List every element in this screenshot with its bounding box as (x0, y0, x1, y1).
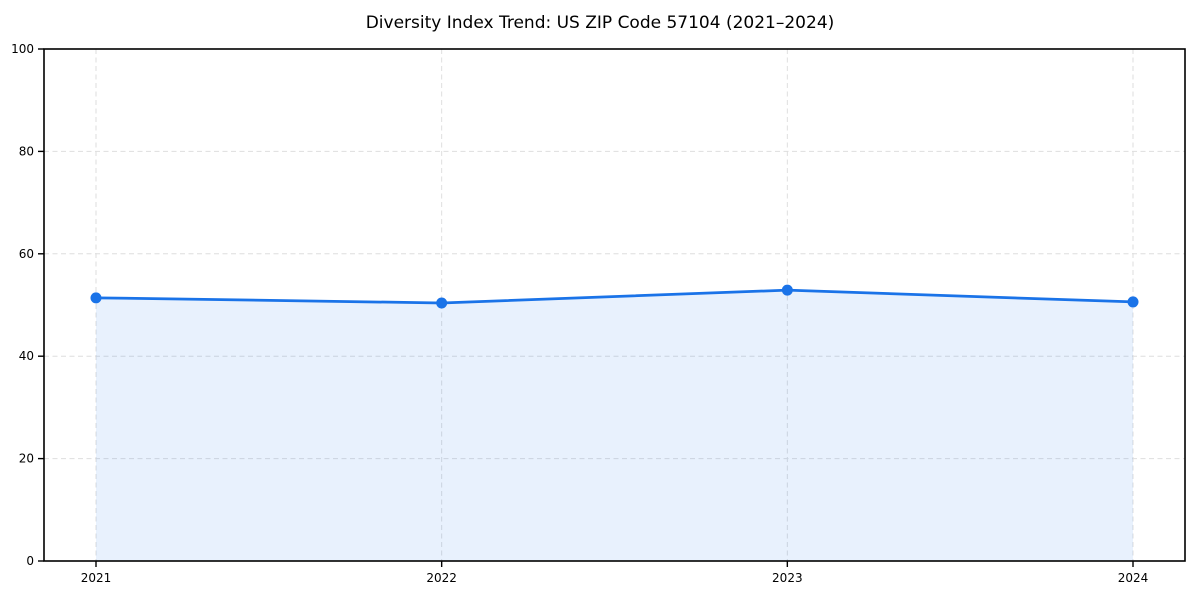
y-axis-tick-label: 100 (11, 42, 34, 56)
y-axis-tick-label: 40 (19, 349, 34, 363)
data-point-2021 (90, 292, 102, 304)
x-axis-tick-label: 2023 (772, 571, 803, 585)
area-fill (96, 290, 1133, 561)
chart-title: Diversity Index Trend: US ZIP Code 57104… (365, 13, 835, 33)
data-point-2024 (1127, 296, 1139, 308)
y-axis-tick-label: 20 (19, 452, 34, 466)
data-point-2022 (436, 297, 448, 309)
axes-spines (43, 48, 1186, 562)
y-axis-tick-label: 60 (19, 247, 34, 261)
y-axis-tick-label: 0 (26, 554, 34, 568)
trend-line (94, 288, 1135, 305)
x-axis-tick-label: 2024 (1118, 571, 1149, 585)
x-axis-tick-label: 2022 (426, 571, 457, 585)
data-point-2023 (781, 284, 793, 296)
x-axis-tick-label: 2021 (81, 571, 112, 585)
y-axis-tick-label: 80 (19, 144, 34, 158)
